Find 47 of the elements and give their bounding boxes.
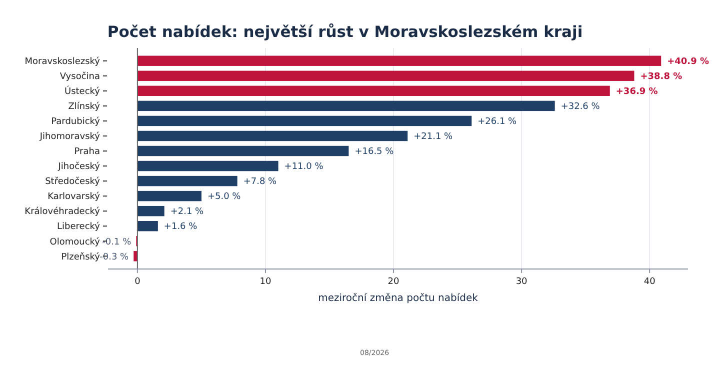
data-label: +2.1 % [170,207,204,218]
chart-title: Počet nabídek: největší růst v Moravskoslezském kraji [107,23,583,41]
y-tick-label: Jihočeský [57,161,101,172]
x-tick-label: 20 [388,277,400,287]
y-tick-label: Karlovarský [48,191,101,202]
bar [137,190,202,202]
data-label: +32.6 % [560,102,600,112]
y-tick-label: Olomoucký [50,236,101,248]
y-tick-label: Liberecký [57,221,101,232]
y-tick-label: Pardubický [51,116,101,128]
bar [137,176,238,186]
data-label: +16.5 % [354,147,394,158]
bar [137,160,278,172]
bar [137,70,634,81]
bar [137,86,610,96]
x-tick-label: 40 [644,277,656,287]
y-tick-label: Plzeňský [61,251,101,262]
data-label: +40.9 % [667,57,710,68]
data-label: +1.6 % [164,222,198,232]
data-label: +21.1 % [414,132,454,142]
bar [137,220,158,232]
data-label: +26.1 % [478,117,518,128]
y-tick-label: Ústecký [64,85,101,98]
bar [137,100,555,112]
bar [137,56,662,66]
x-tick-label: 0 [134,277,141,287]
y-tick-label: Zlínský [68,101,101,112]
bar [137,206,164,216]
y-tick-label: Jihomoravský [38,131,101,142]
y-tick-label: Moravskoslezský [24,56,101,68]
bar [137,116,472,126]
y-tick-label: Středočeský [45,176,101,188]
data-label: -0.3 % [100,252,130,262]
y-tick-label: Královéhradecký [24,206,101,218]
bar [137,146,349,156]
data-label: +7.8 % [243,177,278,188]
data-label: -0.1 % [102,237,132,248]
y-tick-label: Vysočina [60,71,100,82]
y-tick-label: Praha [74,147,100,158]
x-axis-title: meziroční změna počtu nabídek [318,293,478,304]
x-tick-label: 10 [260,277,272,287]
x-tick-label: 30 [516,277,528,287]
data-label: +38.8 % [640,72,682,82]
data-label: +36.9 % [616,87,658,98]
data-label: +11.0 % [284,162,324,172]
bar [137,130,408,142]
data-label: +5.0 % [207,192,242,202]
